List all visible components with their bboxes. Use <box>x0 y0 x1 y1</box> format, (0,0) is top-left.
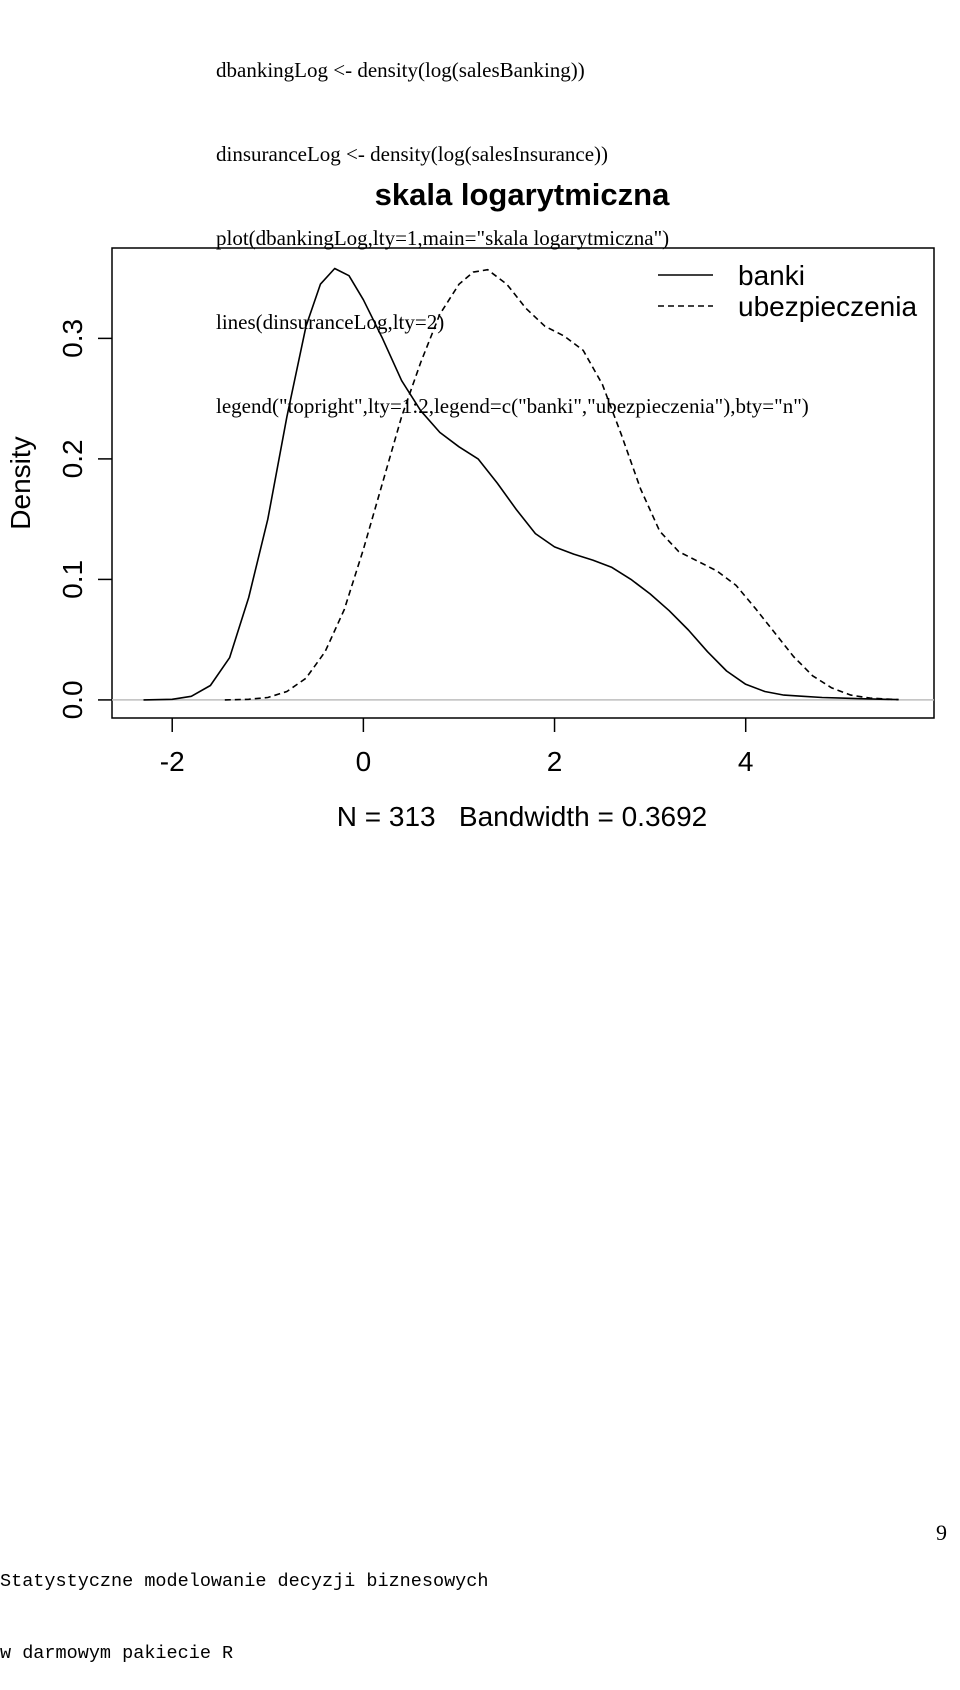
code-line: legend("topright",lty=1:2,legend=c("bank… <box>216 394 809 418</box>
code-line: dbankingLog <- density(log(salesBanking)… <box>216 58 585 82</box>
x-tick-label: 4 <box>738 746 754 777</box>
legend-label: banki <box>738 260 805 291</box>
series-group <box>143 267 899 701</box>
series-line-banki <box>143 267 899 701</box>
code-listing: dbankingLog <- density(log(salesBanking)… <box>216 0 809 448</box>
footer-line-2: w darmowym pakiecie R <box>0 1643 234 1664</box>
legend-label: ubezpieczenia <box>738 291 917 322</box>
x-tick-label: 2 <box>547 746 563 777</box>
series-line-ubezpieczenia <box>224 268 899 701</box>
chart-title: skala logarytmiczna <box>375 177 670 212</box>
y-tick-label: 0.2 <box>57 439 88 478</box>
y-tick-label: 0.0 <box>57 680 88 719</box>
y-axis: 0.0 0.1 0.2 0.3 <box>57 319 112 719</box>
page-number: 9 <box>936 1520 947 1545</box>
y-tick-label: 0.3 <box>57 319 88 358</box>
y-tick-label: 0.1 <box>57 560 88 599</box>
x-axis: -2 0 2 4 <box>160 718 754 777</box>
y-axis-label: Density <box>5 436 36 529</box>
code-line: lines(dinsuranceLog,lty=2) <box>216 310 445 334</box>
footer-line-1: Statystyczne modelowanie decyzji bizneso… <box>0 1571 489 1592</box>
density-chart: skala logarytmiczna -2 0 2 4 0.0 0.1 0.2 0.3 b… <box>5 177 935 832</box>
code-line: dinsuranceLog <- density(log(salesInsura… <box>216 142 609 166</box>
x-axis-label: N = 313 Bandwidth = 0.3692 <box>337 801 708 832</box>
x-tick-label: 0 <box>356 746 372 777</box>
footer-text: Statystyczne modelowanie decyzji bizneso… <box>0 1522 488 1690</box>
x-tick-label: -2 <box>160 746 185 777</box>
plot-frame <box>111 247 935 719</box>
code-line: plot(dbankingLog,lty=1,main="skala logar… <box>216 226 670 250</box>
